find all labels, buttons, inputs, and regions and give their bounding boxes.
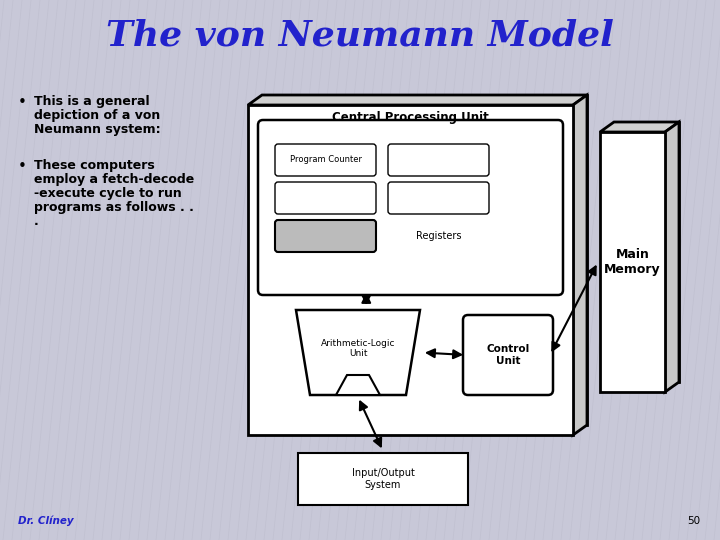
Text: Central Processing Unit: Central Processing Unit	[332, 111, 489, 124]
Text: -execute cycle to run: -execute cycle to run	[34, 187, 181, 200]
Bar	[614, 122, 679, 382]
Polygon shape	[600, 122, 679, 132]
Text: •: •	[18, 95, 27, 110]
Text: employ a fetch-decode: employ a fetch-decode	[34, 173, 194, 186]
Polygon shape	[248, 95, 587, 105]
FancyBboxPatch shape	[463, 315, 553, 395]
Text: depiction of a von: depiction of a von	[34, 109, 161, 122]
Bar	[262, 95, 587, 425]
Text: .: .	[34, 215, 39, 228]
Polygon shape	[665, 122, 679, 392]
FancyBboxPatch shape	[275, 182, 376, 214]
FancyBboxPatch shape	[298, 453, 468, 505]
Text: Main
Memory: Main Memory	[604, 248, 661, 276]
Text: Control
Unit: Control Unit	[487, 344, 530, 366]
Bar	[248, 105, 573, 435]
Text: Arithmetic-Logic
Unit: Arithmetic-Logic Unit	[320, 339, 395, 358]
Polygon shape	[573, 95, 587, 435]
FancyBboxPatch shape	[388, 182, 489, 214]
Bar	[600, 132, 665, 392]
FancyBboxPatch shape	[275, 144, 376, 176]
FancyBboxPatch shape	[388, 144, 489, 176]
Polygon shape	[296, 310, 420, 395]
Text: •: •	[18, 159, 27, 174]
Text: This is a general: This is a general	[34, 95, 150, 108]
FancyBboxPatch shape	[275, 220, 376, 252]
Text: Input/Output
System: Input/Output System	[351, 468, 415, 490]
Text: The von Neumann Model: The von Neumann Model	[106, 18, 614, 52]
Text: These computers: These computers	[34, 159, 155, 172]
Text: Program Counter: Program Counter	[289, 156, 361, 165]
Text: 50: 50	[687, 516, 700, 526]
Text: Neumann system:: Neumann system:	[34, 123, 161, 136]
Polygon shape	[336, 375, 380, 395]
Text: Registers: Registers	[415, 231, 462, 241]
Text: Dr. Clíney: Dr. Clíney	[18, 516, 73, 526]
Text: programs as follows . .: programs as follows . .	[34, 201, 194, 214]
FancyBboxPatch shape	[258, 120, 563, 295]
